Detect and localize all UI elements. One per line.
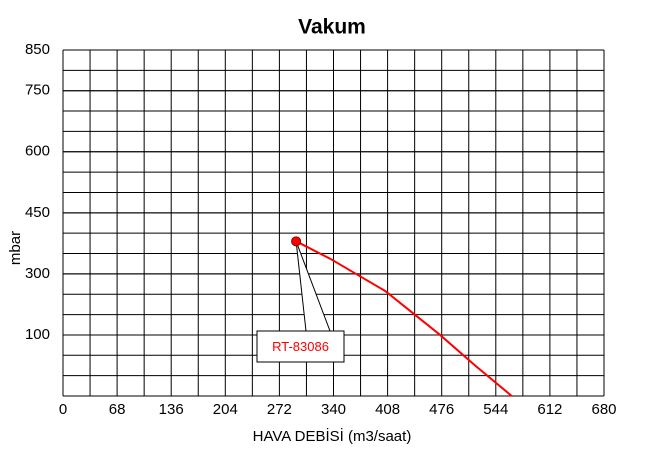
point-marker <box>291 236 302 247</box>
y-tick-label: 450 <box>25 204 50 221</box>
x-tick-label: 612 <box>537 401 562 418</box>
x-tick-label: 272 <box>267 401 292 418</box>
y-tick-label: 600 <box>25 143 50 160</box>
x-tick-label: 0 <box>59 401 67 418</box>
x-tick-label: 680 <box>591 401 616 418</box>
y-tick-label: 300 <box>25 265 50 282</box>
x-tick-label: 544 <box>483 401 508 418</box>
x-tick-label: 476 <box>429 401 454 418</box>
x-tick-label: 68 <box>109 401 126 418</box>
callout-box <box>256 330 345 363</box>
y-tick-label: 850 <box>25 41 50 58</box>
x-axis-label: HAVA DEBİSİ (m3/saat) <box>253 427 412 445</box>
y-tick-label: 750 <box>25 82 50 99</box>
series-label: RT-83086 <box>272 339 329 354</box>
x-tick-label: 408 <box>375 401 400 418</box>
callout-pointer <box>295 241 331 332</box>
series-line <box>295 240 513 397</box>
x-tick-label: 204 <box>213 401 238 418</box>
x-tick-label: 136 <box>159 401 184 418</box>
x-tick-label: 340 <box>321 401 346 418</box>
chart-title: Vakum <box>298 16 366 39</box>
y-tick-label: 100 <box>25 326 50 343</box>
y-axis-label: mbar <box>7 231 24 265</box>
